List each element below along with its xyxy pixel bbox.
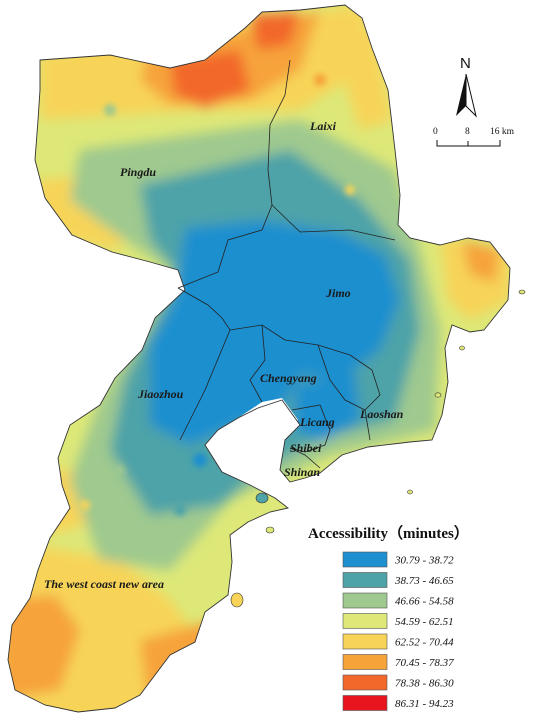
scale-tick-0: 0	[433, 127, 438, 137]
scale-tick-16: 16 km	[490, 127, 515, 137]
label-laoshan: Laoshan	[359, 407, 404, 421]
north-arrow-label: N	[460, 55, 471, 72]
label-licang: Licang	[299, 415, 335, 429]
scale-tick-8: 8	[465, 127, 470, 137]
legend-swatch	[342, 654, 388, 670]
legend-swatch	[342, 592, 388, 609]
label-shibei: Shibei	[290, 441, 322, 455]
label-shinan: Shinan	[284, 465, 320, 479]
label-jiaozhou: Jiaozhou	[137, 387, 184, 401]
legend-range-label: 78.38 - 86.30	[395, 678, 454, 690]
legend-swatch	[342, 551, 388, 568]
north-arrow-left-half	[456, 74, 466, 116]
label-laixi: Laixi	[309, 119, 337, 133]
label-pingdu: Pingdu	[120, 165, 156, 179]
label-chengyang: Chengyang	[260, 371, 317, 385]
legend-range-label: 30.79 - 38.72	[394, 555, 454, 567]
label-jimo: Jimo	[325, 286, 351, 300]
north-arrow: N	[456, 55, 477, 118]
islands	[230, 289, 526, 608]
legend-items: 30.79 - 38.72 38.73 - 46.65 46.66 - 54.58 5…	[342, 551, 454, 711]
district-boundaries	[177, 59, 396, 469]
legend-swatch	[342, 633, 388, 650]
label-west-coast: The west coast new area	[44, 577, 164, 591]
legend-range-label: 62.52 - 70.44	[395, 637, 454, 649]
legend-range-label: 54.59 - 62.51	[395, 616, 454, 628]
north-arrow-right-half	[465, 73, 477, 118]
legend-swatch	[342, 695, 388, 711]
legend-range-label: 86.31 - 94.23	[395, 698, 454, 710]
legend-range-label: 38.73 - 46.65	[394, 575, 454, 587]
legend: Accessibility（minutes） 30.79 - 38.72 38.7…	[308, 524, 469, 711]
legend-swatch	[342, 613, 388, 629]
legend-range-label: 70.45 - 78.37	[395, 657, 454, 669]
legend-swatch	[342, 572, 388, 588]
scale-bar: 0 8 16 km	[433, 127, 515, 147]
legend-swatch	[342, 674, 388, 691]
legend-range-label: 46.66 - 54.58	[395, 596, 454, 608]
legend-title: Accessibility（minutes）	[308, 524, 469, 542]
